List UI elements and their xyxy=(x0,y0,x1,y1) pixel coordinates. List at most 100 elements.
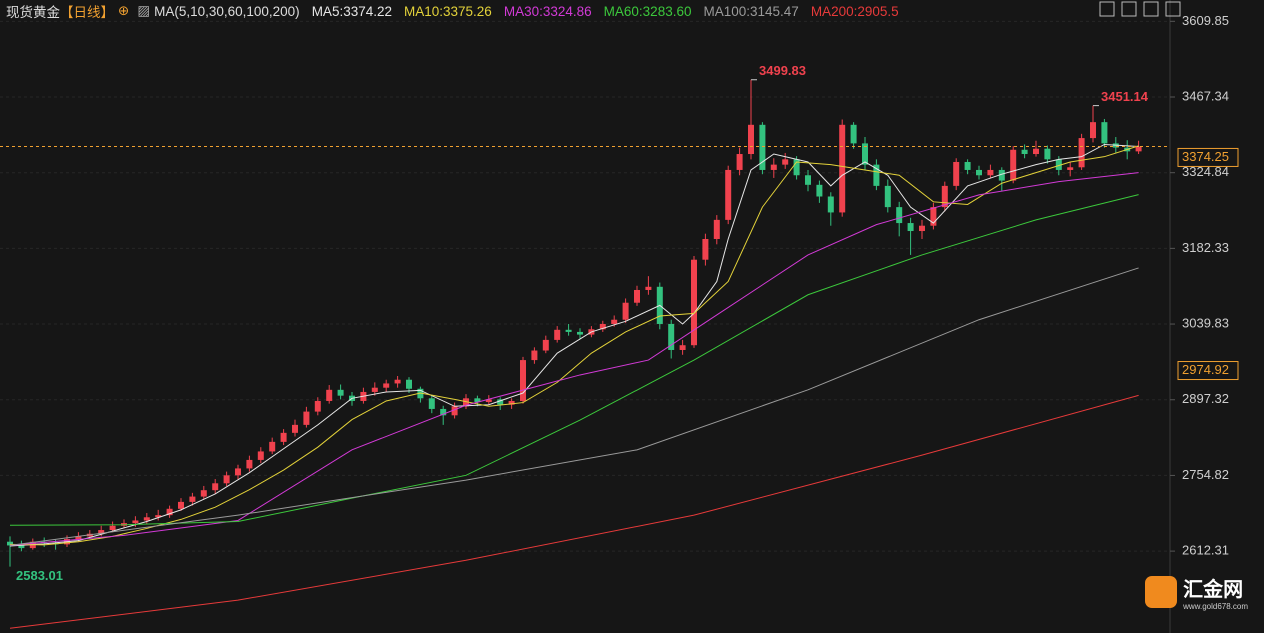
tool-icon[interactable] xyxy=(1121,1,1137,17)
candle-body xyxy=(976,169,982,176)
candle-body xyxy=(155,515,162,518)
candle-body xyxy=(554,329,561,340)
tool-icon[interactable] xyxy=(1099,1,1115,17)
candle-body xyxy=(1055,159,1062,170)
tool-icon[interactable] xyxy=(1143,1,1159,17)
candle-body xyxy=(839,124,846,213)
candle-body xyxy=(565,329,572,332)
candle-body xyxy=(725,169,732,220)
candle-body xyxy=(1078,138,1085,168)
candle-body xyxy=(326,389,333,401)
candle-body xyxy=(383,383,390,388)
candle-body xyxy=(622,302,629,320)
legend-entry[interactable]: MA5:3374.22 xyxy=(311,3,392,19)
candle-body xyxy=(599,323,606,330)
candle-body xyxy=(1135,146,1142,152)
candle-body xyxy=(736,154,743,170)
ma-line xyxy=(9,143,1139,547)
candle-body xyxy=(713,219,720,239)
candle-body xyxy=(143,517,150,521)
candle-body xyxy=(257,451,264,460)
candle-body xyxy=(292,424,298,433)
ma-icon: ▨ xyxy=(137,3,151,18)
candle-body xyxy=(702,238,709,260)
candle-body xyxy=(394,379,401,384)
candle-body xyxy=(18,545,25,549)
candle-body xyxy=(1033,148,1039,155)
candle-body xyxy=(1044,148,1051,160)
candle-body xyxy=(508,400,515,405)
candle-body xyxy=(451,406,458,416)
candle-body xyxy=(417,388,424,399)
y-tick-label: 2754.82 xyxy=(1182,467,1229,482)
candle-body xyxy=(953,161,960,186)
candle-body xyxy=(166,508,173,516)
candle-body xyxy=(862,143,868,165)
candle-body xyxy=(7,541,13,546)
candle-body xyxy=(440,408,447,416)
candle-body xyxy=(691,259,697,346)
y-tick-label: 2612.31 xyxy=(1182,543,1229,558)
y-tick-label: 2897.32 xyxy=(1182,391,1229,406)
price-marker-label: 2974.92 xyxy=(1182,362,1229,377)
legend-entry[interactable]: MA100:3145.47 xyxy=(703,3,799,19)
candle-body xyxy=(1101,122,1108,144)
tool-icon[interactable] xyxy=(1165,1,1181,17)
candle-body xyxy=(770,164,777,170)
candle-body xyxy=(280,432,287,442)
logo-name: 汇金网 xyxy=(1183,579,1244,601)
candle-body xyxy=(531,350,538,361)
legend-entry[interactable]: MA200:2905.5 xyxy=(810,3,899,19)
low-label: 2583.01 xyxy=(16,568,63,583)
candle-body xyxy=(884,185,891,208)
toolbar xyxy=(1099,1,1181,17)
candle-body xyxy=(896,207,903,224)
last-price-label: 3374.25 xyxy=(1182,149,1229,164)
logo: 汇金网 www.gold678.com xyxy=(1145,573,1248,611)
candle-body xyxy=(850,124,857,144)
candle-body xyxy=(1067,167,1074,170)
candle-body xyxy=(200,490,207,497)
candle-body xyxy=(782,159,789,165)
y-tick-label: 3467.34 xyxy=(1182,88,1229,103)
candle-body xyxy=(964,161,971,170)
candle-body xyxy=(98,530,105,534)
add-icon[interactable]: ⊕ xyxy=(118,3,130,18)
candle-body xyxy=(827,196,834,213)
ma-line xyxy=(9,267,1139,546)
candle-body xyxy=(611,319,618,324)
candle-body xyxy=(337,389,344,396)
candle-body xyxy=(485,399,492,403)
candle-body xyxy=(1090,122,1096,139)
candle-body xyxy=(269,441,276,452)
candle-body xyxy=(816,184,823,197)
candle-body xyxy=(406,379,412,389)
logo-url: www.gold678.com xyxy=(1183,602,1248,611)
legend-entry[interactable]: MA10:3375.26 xyxy=(404,3,492,19)
candle-body xyxy=(463,398,469,407)
candle-body xyxy=(520,360,526,401)
candle-body xyxy=(542,339,549,351)
candle-body xyxy=(907,223,914,232)
candle-body xyxy=(428,398,435,409)
legend-entry[interactable]: MA60:3283.60 xyxy=(603,3,692,19)
candle-body xyxy=(987,169,994,176)
period[interactable]: 【日线】 xyxy=(60,5,114,20)
candle-body xyxy=(132,520,139,524)
candle-body xyxy=(577,331,583,335)
ma-label: MA(5,10,30,60,100,200) xyxy=(154,3,300,19)
candle-body xyxy=(178,501,184,509)
candle-body xyxy=(919,225,925,232)
candle-body xyxy=(1021,149,1028,155)
candle-body xyxy=(474,398,481,403)
candle-body xyxy=(314,400,321,412)
candle-body xyxy=(998,169,1005,181)
candle-body xyxy=(759,124,766,170)
legend-entry[interactable]: MA30:3324.86 xyxy=(503,3,592,19)
y-tick-label: 3609.85 xyxy=(1182,13,1229,28)
ma-line xyxy=(9,145,1139,546)
y-tick-label: 3039.83 xyxy=(1182,315,1229,330)
candle-body xyxy=(679,345,686,350)
candle-body xyxy=(246,459,253,469)
logo-icon xyxy=(1145,576,1178,608)
